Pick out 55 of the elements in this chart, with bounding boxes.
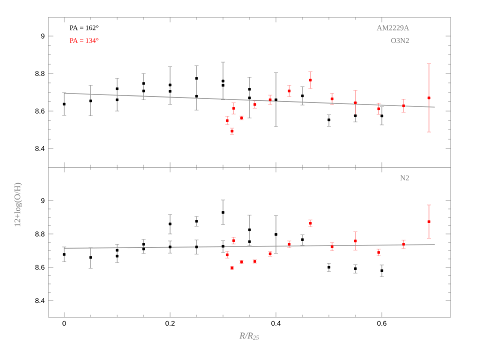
point — [354, 267, 357, 270]
point — [428, 96, 430, 100]
point — [168, 84, 172, 86]
point — [195, 94, 198, 98]
point — [380, 269, 384, 272]
point — [116, 98, 118, 102]
point — [354, 240, 357, 242]
point — [142, 90, 145, 92]
point — [62, 102, 66, 106]
point — [62, 253, 66, 256]
point — [301, 94, 304, 98]
point — [168, 90, 172, 93]
point — [168, 222, 172, 226]
point — [428, 220, 430, 223]
point — [328, 266, 330, 269]
point — [168, 246, 172, 248]
point — [222, 211, 224, 214]
point — [288, 90, 291, 92]
point — [301, 238, 304, 241]
point — [330, 98, 334, 100]
point — [116, 248, 118, 252]
point — [274, 98, 278, 102]
point — [142, 242, 145, 246]
point — [274, 233, 278, 236]
point — [377, 107, 380, 110]
y-axis-title: 12+log(O/H) — [14, 182, 22, 226]
point — [195, 246, 198, 248]
point — [328, 118, 330, 122]
point — [248, 228, 251, 232]
point — [248, 240, 251, 243]
point — [195, 220, 198, 223]
point — [309, 78, 312, 82]
point — [377, 251, 380, 254]
point — [222, 244, 224, 248]
point — [142, 248, 145, 250]
point — [142, 82, 145, 85]
point — [222, 80, 224, 82]
point — [116, 87, 118, 90]
point — [253, 103, 256, 106]
point — [232, 239, 235, 242]
point — [380, 114, 384, 118]
point — [402, 242, 405, 246]
point — [248, 96, 251, 100]
point — [89, 256, 92, 259]
point — [402, 104, 405, 108]
point — [232, 107, 235, 110]
point — [222, 84, 224, 87]
point — [195, 77, 198, 80]
point — [89, 100, 92, 102]
point — [268, 98, 272, 102]
x-axis-title: R/R$_{25}$ — [239, 332, 259, 340]
point — [248, 88, 251, 91]
point — [226, 119, 229, 122]
point — [116, 254, 118, 258]
point — [330, 245, 334, 248]
